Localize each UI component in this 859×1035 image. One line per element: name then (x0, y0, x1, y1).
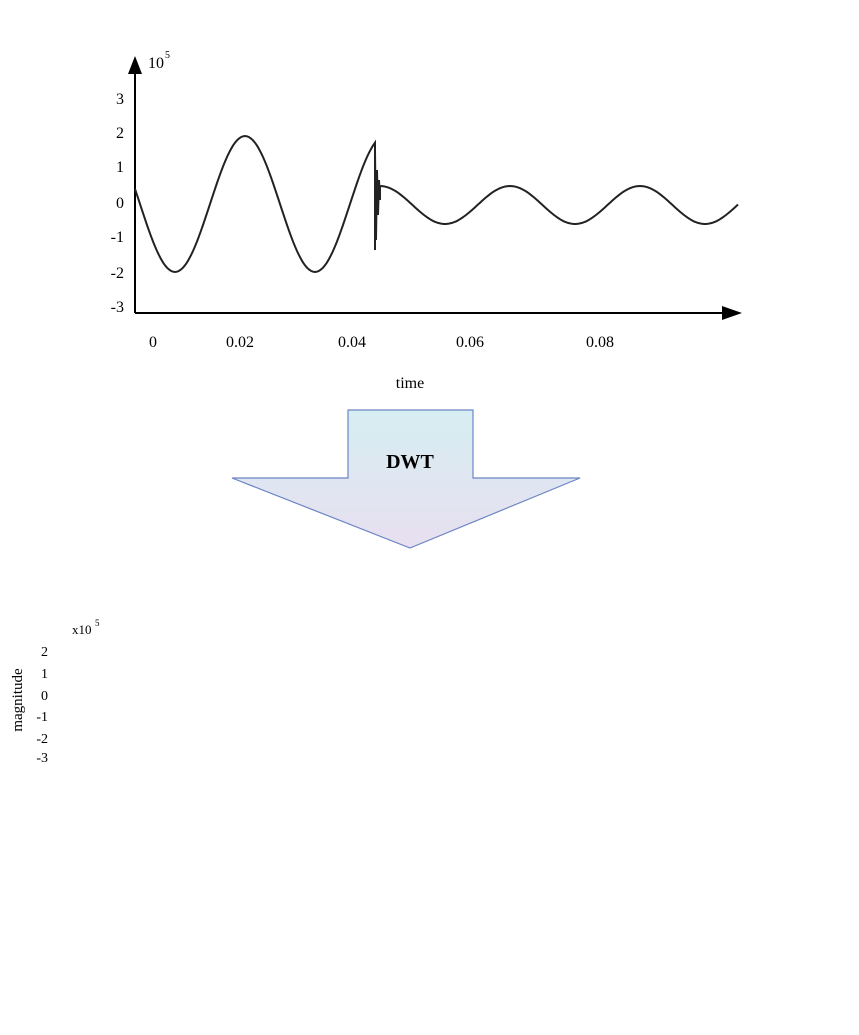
x-tick-label: 0.06 (456, 334, 484, 351)
y-tick-label: -3 (111, 299, 124, 316)
y-exponent-base: 10 (148, 55, 164, 72)
x-tick-label: 0.04 (338, 334, 366, 351)
z-label: magnitude (10, 668, 26, 732)
y-tick-label: 3 (116, 91, 124, 108)
y-tick-label: 0 (116, 195, 124, 212)
signal (134, 134, 739, 274)
z-multiplier: x10 (72, 622, 92, 637)
dwt-arrow (231, 409, 581, 549)
x-tick-label: 0.02 (226, 334, 254, 351)
z-tick-label: -2 (36, 732, 48, 747)
z-tick-label: -3 (36, 751, 48, 766)
x-tick-label: 0 (149, 334, 157, 351)
z-tick-label: 2 (41, 645, 48, 660)
x-label: time (396, 375, 424, 392)
x-tick-label: 0.1 (0, 0, 9, 4)
x-tick-label: 0.02 (0, 0, 12, 4)
x-tick-label: 0.08 (0, 0, 12, 4)
y-arrow (128, 56, 142, 74)
x-tick-label: 0.06 (0, 0, 12, 4)
x-tick-label: 0.03 (0, 0, 12, 4)
y-exponent: 5 (165, 50, 170, 61)
y-tick-label: 2 (116, 125, 124, 142)
z-tick-label: 0 (41, 689, 48, 704)
x-tick-label: 0.09 (0, 0, 12, 4)
x-tick-label: 0.08 (586, 334, 614, 351)
x-tick-label: 0.07 (0, 0, 12, 4)
x-tick-label: 0.01 (0, 0, 12, 4)
x-tick-label: 0 (0, 0, 4, 4)
y-tick-label: 1 (116, 159, 124, 176)
z-exponent: 5 (95, 618, 100, 628)
x-tick-label: 0.05 (0, 0, 12, 4)
x-tick-label: 0.04 (0, 0, 12, 4)
y-tick-label: -1 (111, 229, 124, 246)
z-tick-label: -1 (36, 710, 48, 725)
x-arrow (722, 306, 742, 320)
dwt-label: DWT (386, 451, 434, 473)
y-tick-label: -2 (111, 265, 124, 282)
z-tick-label: 1 (41, 667, 48, 682)
